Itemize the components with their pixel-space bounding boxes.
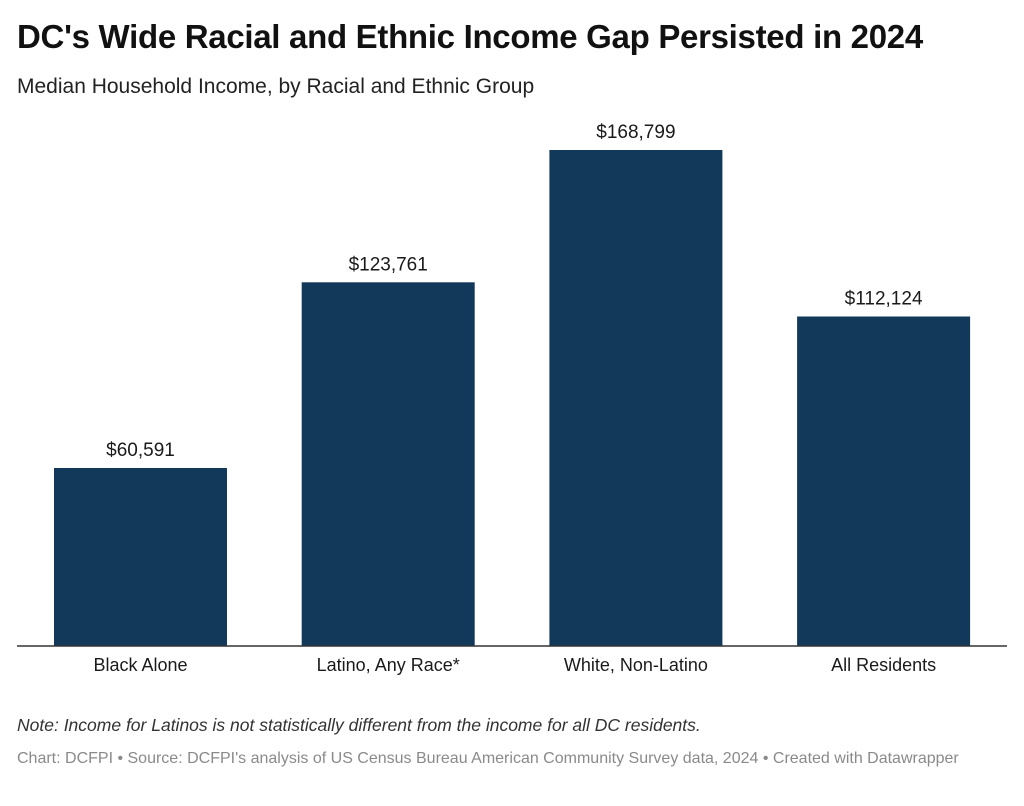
category-label-all-residents: All Residents (831, 655, 936, 675)
category-label-latino-any-race: Latino, Any Race* (317, 655, 460, 675)
category-label-white-non-latino: White, Non-Latino (564, 655, 708, 675)
chart-note: Note: Income for Latinos is not statisti… (17, 715, 701, 735)
bar-white-non-latino (549, 150, 723, 646)
value-label-all-residents: $112,124 (845, 289, 923, 310)
bar-all-residents (797, 316, 971, 646)
value-label-latino-any-race: $123,761 (349, 254, 428, 275)
category-labels-layer: Black Alone Latino, Any Race* White, Non-L… (93, 655, 936, 675)
bars-layer (54, 150, 971, 646)
category-label-black-alone: Black Alone (93, 655, 187, 675)
value-labels-layer: $60,591 $123,761 $168,799 $112,124 (106, 122, 923, 461)
chart-source: Chart: DCFPI • Source: DCFPI's analysis … (17, 750, 959, 767)
bar-black-alone (54, 468, 227, 646)
bar-chart: $60,591 $123,761 $168,799 $112,124 Black Al… (17, 122, 1007, 675)
chart-title: DC's Wide Racial and Ethnic Income Gap P… (17, 18, 923, 55)
bar-latino-any-race (301, 282, 475, 646)
value-label-white-non-latino: $168,799 (596, 122, 675, 143)
value-label-black-alone: $60,591 (106, 440, 175, 461)
chart-subtitle: Median Household Income, by Racial and E… (17, 75, 535, 98)
